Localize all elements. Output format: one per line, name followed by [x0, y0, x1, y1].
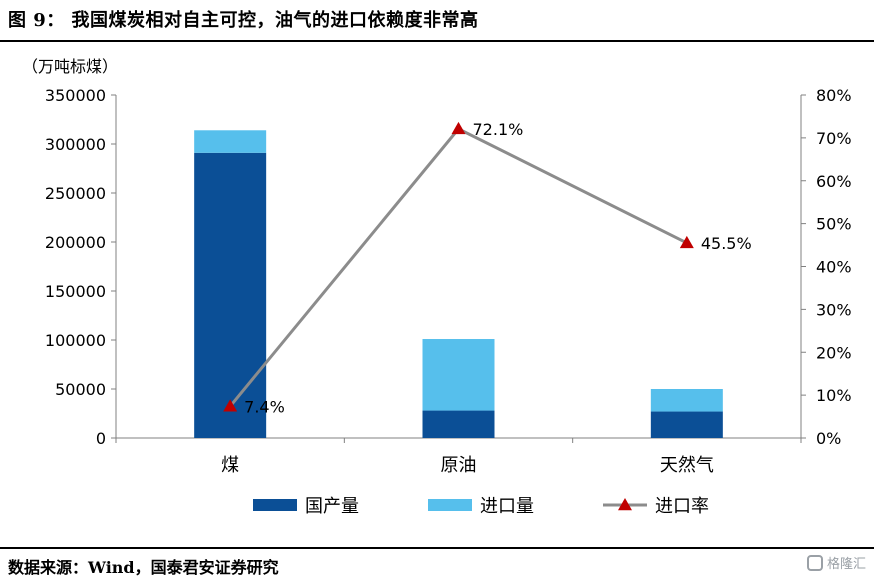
- import-rate-data-label: 72.1%: [473, 120, 524, 139]
- right-y-tick-label: 60%: [816, 172, 852, 191]
- import-rate-marker: [223, 399, 238, 412]
- right-y-tick-label: 30%: [816, 300, 852, 319]
- bar-domestic: [422, 410, 495, 438]
- x-tick-label: 原油: [441, 455, 477, 476]
- bar-import: [194, 130, 267, 153]
- import-rate-data-label: 7.4%: [244, 397, 285, 416]
- watermark: 格隆汇: [806, 553, 866, 572]
- right-y-tick-label: 70%: [816, 129, 852, 148]
- left-y-tick-label: 300000: [45, 135, 106, 154]
- left-y-tick-label: 0: [96, 429, 106, 448]
- chart: （万吨标煤） 0 50000 100000 150000 200000 250000 300…: [22, 57, 852, 517]
- top-rule: [0, 40, 874, 42]
- legend-label: 进口率: [655, 496, 709, 517]
- legend-swatch: [428, 499, 472, 511]
- bottom-rule: [0, 547, 874, 549]
- right-y-tick-label: 50%: [816, 215, 852, 234]
- import-rate-data-label: 45.5%: [701, 234, 752, 253]
- bar-domestic: [650, 411, 723, 438]
- left-y-tick-label: 200000: [45, 233, 106, 252]
- right-y-tick-label: 20%: [816, 343, 852, 362]
- left-y-tick-label: 50000: [55, 380, 106, 399]
- legend-swatch: [253, 499, 297, 511]
- legend-swatch-marker: [618, 498, 632, 511]
- right-y-tick-label: 40%: [816, 258, 852, 277]
- right-y-tick-label: 80%: [816, 86, 852, 105]
- y-unit-label: （万吨标煤）: [22, 57, 118, 76]
- x-tick-label: 煤: [221, 455, 239, 476]
- bar-import: [422, 339, 495, 411]
- legend-label: 国产量: [305, 496, 359, 517]
- right-y-tick-label: 10%: [816, 386, 852, 405]
- left-y-tick-label: 150000: [45, 282, 106, 301]
- watermark-logo-icon: [806, 554, 823, 571]
- source-note: 数据来源：Wind，国泰君安证券研究: [8, 558, 279, 577]
- x-tick-label: 天然气: [660, 455, 714, 476]
- right-y-tick-label: 0%: [816, 429, 841, 448]
- figure-title: 图 9： 我国煤炭相对自主可控，油气的进口依赖度非常高: [8, 10, 479, 31]
- bar-import: [650, 389, 723, 412]
- left-y-tick-label: 250000: [45, 184, 106, 203]
- import-rate-marker: [451, 121, 466, 135]
- legend-label: 进口量: [480, 496, 534, 517]
- left-y-tick-label: 100000: [45, 331, 106, 350]
- import-rate-marker: [679, 235, 694, 249]
- left-y-tick-label: 350000: [45, 86, 106, 105]
- watermark-text: 格隆汇: [826, 557, 866, 572]
- bar-domestic: [194, 152, 267, 438]
